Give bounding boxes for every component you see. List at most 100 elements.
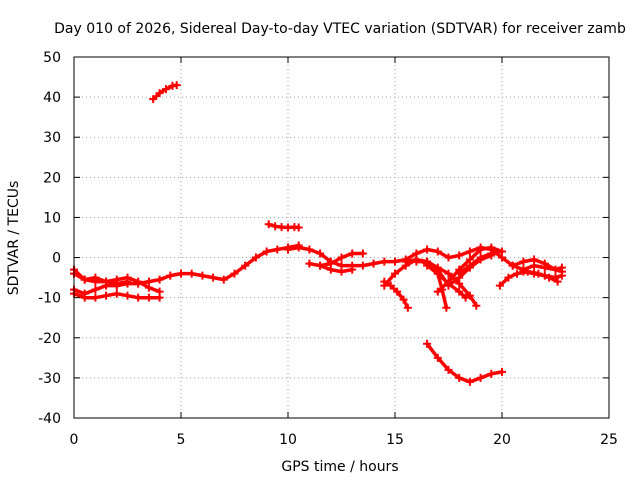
data-point (91, 293, 100, 302)
data-point (80, 293, 89, 302)
data-point (134, 293, 143, 302)
data-point (557, 271, 566, 280)
data-point (495, 281, 504, 290)
data-point (455, 287, 464, 296)
data-point (209, 273, 218, 282)
data-point (134, 277, 143, 286)
data-point (512, 269, 521, 278)
data-point (380, 281, 389, 290)
data-point (177, 269, 185, 278)
data-point (144, 293, 153, 302)
data-point (476, 245, 485, 254)
x-tick-label: 25 (600, 432, 618, 448)
x-tick-label: 20 (493, 432, 511, 448)
data-point (423, 245, 432, 254)
data-point (198, 271, 207, 280)
data-point (444, 277, 453, 286)
data-point (348, 265, 357, 274)
data-point (423, 339, 432, 348)
x-tick-label: 0 (70, 432, 79, 448)
y-tick-label: 10 (43, 210, 61, 226)
data-point (551, 265, 560, 274)
series-trace (72, 243, 301, 296)
data-point (498, 367, 506, 376)
data-point (399, 295, 408, 304)
axis-ticks: 0 5 10 15 20 25 -40 -30 -20 -10 0 10 20 30 40 50 (38, 50, 618, 448)
data-point (262, 247, 271, 256)
y-tick-label: 30 (43, 130, 61, 146)
x-tick-label: 5 (177, 432, 186, 448)
data-point (123, 277, 132, 286)
data-point (358, 261, 367, 270)
y-tick-label: -30 (38, 371, 61, 387)
data-point (112, 289, 121, 298)
data-point (412, 257, 421, 266)
data-point (102, 291, 111, 300)
data-point (251, 253, 260, 262)
data-points (70, 81, 566, 386)
data-point (433, 269, 442, 278)
data-point (264, 220, 273, 229)
plot-frame (73, 56, 610, 419)
data-point (551, 273, 560, 282)
series-arc-s (508, 255, 566, 274)
series-arc-i (316, 261, 357, 276)
data-point (465, 291, 474, 300)
data-point (380, 257, 389, 266)
data-point (476, 373, 485, 382)
series-arc-a (70, 241, 303, 298)
data-point (530, 269, 539, 278)
data-point (241, 261, 250, 270)
x-tick-label: 10 (279, 432, 297, 448)
series-arc-e (149, 81, 181, 104)
data-point (112, 279, 121, 288)
grid (74, 57, 609, 418)
y-axis-label: SDTVAR / TECUs (6, 181, 22, 296)
data-point (219, 275, 228, 284)
series-arc-p (455, 247, 506, 278)
data-point (391, 269, 399, 278)
data-point (444, 253, 453, 262)
data-point (442, 303, 451, 312)
data-point (80, 275, 89, 284)
data-point (401, 257, 410, 266)
data-point (149, 95, 158, 104)
data-point (273, 245, 282, 254)
data-point (155, 287, 164, 296)
data-point (348, 249, 357, 258)
x-axis-label: GPS time / hours (281, 459, 398, 475)
series-arc-q (423, 339, 506, 386)
data-point (102, 277, 111, 286)
series-trace (318, 263, 354, 274)
data-point (530, 255, 539, 264)
data-point (316, 249, 325, 258)
data-point (433, 247, 442, 256)
data-point (433, 353, 442, 362)
data-point (284, 245, 292, 254)
data-point (455, 269, 464, 278)
series-arc-f (264, 220, 303, 232)
data-point (144, 283, 153, 292)
data-point (423, 261, 432, 270)
data-point (540, 271, 549, 280)
data-point (172, 81, 181, 90)
data-point (230, 269, 239, 278)
data-point (337, 267, 346, 276)
data-point (465, 247, 474, 256)
x-tick-label: 15 (386, 432, 404, 448)
data-point (305, 259, 314, 268)
data-point (557, 263, 566, 272)
data-point (455, 251, 464, 260)
y-tick-label: 50 (43, 50, 61, 66)
data-point (155, 275, 164, 284)
data-point (540, 259, 549, 268)
data-point (472, 301, 481, 310)
y-tick-label: 40 (43, 90, 61, 106)
data-point (444, 269, 453, 278)
data-point (91, 273, 100, 282)
data-point (305, 245, 314, 254)
data-point (369, 259, 378, 268)
data-point (155, 89, 164, 98)
y-tick-label: 20 (43, 170, 61, 186)
data-point (162, 85, 171, 94)
